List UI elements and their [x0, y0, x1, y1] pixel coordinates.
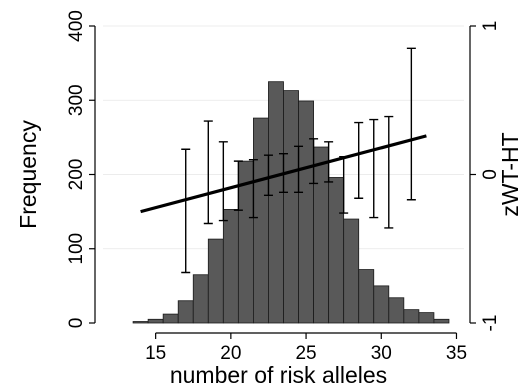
- x-tick-label-25: 25: [295, 343, 316, 364]
- error-bar-14: [406, 47, 416, 201]
- tick-labels: 15 20 25 30 35 0 100 200 300 400 -1 0 1: [66, 10, 501, 364]
- y2-tick-label--1: -1: [480, 315, 501, 332]
- x-tick-label-20: 20: [220, 343, 241, 364]
- tick-marks: [89, 25, 476, 339]
- bar-30: [373, 285, 390, 324]
- bar-34: [433, 318, 450, 324]
- y2-axis-label: zWT-HT: [497, 132, 523, 216]
- histogram-bars: [132, 81, 450, 324]
- bar-22: [253, 117, 269, 324]
- y-tick-label-0: 0: [66, 318, 87, 329]
- error-bar-5: [263, 154, 273, 196]
- bar-17: [177, 300, 194, 324]
- bar-25: [298, 100, 314, 324]
- bar-27: [328, 177, 345, 324]
- y-tick-label-300: 300: [66, 84, 87, 116]
- bar-29: [358, 269, 375, 324]
- bar-19: [207, 238, 224, 324]
- bar-33: [418, 312, 435, 324]
- bar-31: [388, 297, 405, 324]
- error-bar-2: [218, 141, 228, 222]
- fit-line: [140, 134, 427, 214]
- y2-tick-label-1: 1: [480, 21, 501, 32]
- error-bar-13: [384, 115, 394, 229]
- x-tick-label-30: 30: [371, 343, 392, 364]
- y-tick-label-200: 200: [66, 159, 87, 191]
- bar-15: [147, 318, 164, 324]
- x-axis-label: number of risk alleles: [170, 362, 387, 386]
- bar-28: [343, 218, 360, 324]
- y-tick-label-400: 400: [66, 10, 87, 42]
- error-bar-1: [203, 120, 213, 225]
- bar-16: [162, 313, 179, 324]
- bar-24: [283, 90, 299, 324]
- bar-26: [313, 146, 330, 324]
- y-axis-label: Frequency: [15, 120, 41, 229]
- bar-23: [268, 81, 284, 324]
- bar-20: [222, 208, 239, 324]
- error-bars: [181, 47, 416, 274]
- error-bar-8: [309, 138, 319, 185]
- bar-18: [192, 274, 209, 324]
- error-bar-0: [181, 148, 191, 274]
- y2-tick-label-0: 0: [480, 169, 501, 180]
- x-tick-label-15: 15: [145, 343, 166, 364]
- bar-14: [132, 321, 149, 324]
- error-bar-12: [369, 118, 379, 219]
- error-bar-4: [248, 158, 258, 219]
- error-bar-11: [354, 121, 364, 199]
- bar-32: [403, 309, 420, 324]
- x-tick-label-35: 35: [446, 343, 467, 364]
- y-tick-label-100: 100: [66, 233, 87, 265]
